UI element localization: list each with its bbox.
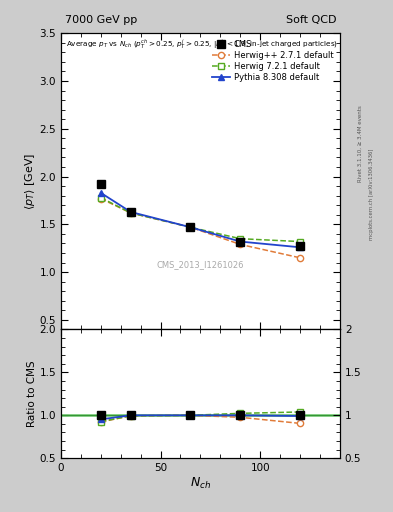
X-axis label: $N_{ch}$: $N_{ch}$ <box>190 476 211 491</box>
Y-axis label: $\langle p_T\rangle$ [GeV]: $\langle p_T\rangle$ [GeV] <box>23 153 37 210</box>
Text: Soft QCD: Soft QCD <box>286 15 336 25</box>
Text: CMS_2013_I1261026: CMS_2013_I1261026 <box>157 260 244 269</box>
Text: mcplots.cern.ch [arXiv:1306.3436]: mcplots.cern.ch [arXiv:1306.3436] <box>369 149 375 240</box>
Text: 7000 GeV pp: 7000 GeV pp <box>65 15 137 25</box>
Legend: CMS, Herwig++ 2.7.1 default, Herwig 7.2.1 default, Pythia 8.308 default: CMS, Herwig++ 2.7.1 default, Herwig 7.2.… <box>209 37 336 84</box>
Y-axis label: Ratio to CMS: Ratio to CMS <box>27 360 37 427</box>
Text: Average $p_T$ vs $N_{ch}$ ($p_T^{ch}>$0.25, $p_T^j>$0.25, $|\eta^j|<$1.9, in-jet: Average $p_T$ vs $N_{ch}$ ($p_T^{ch}>$0.… <box>66 38 338 51</box>
Text: Rivet 3.1.10, ≥ 3.4M events: Rivet 3.1.10, ≥ 3.4M events <box>358 105 363 182</box>
